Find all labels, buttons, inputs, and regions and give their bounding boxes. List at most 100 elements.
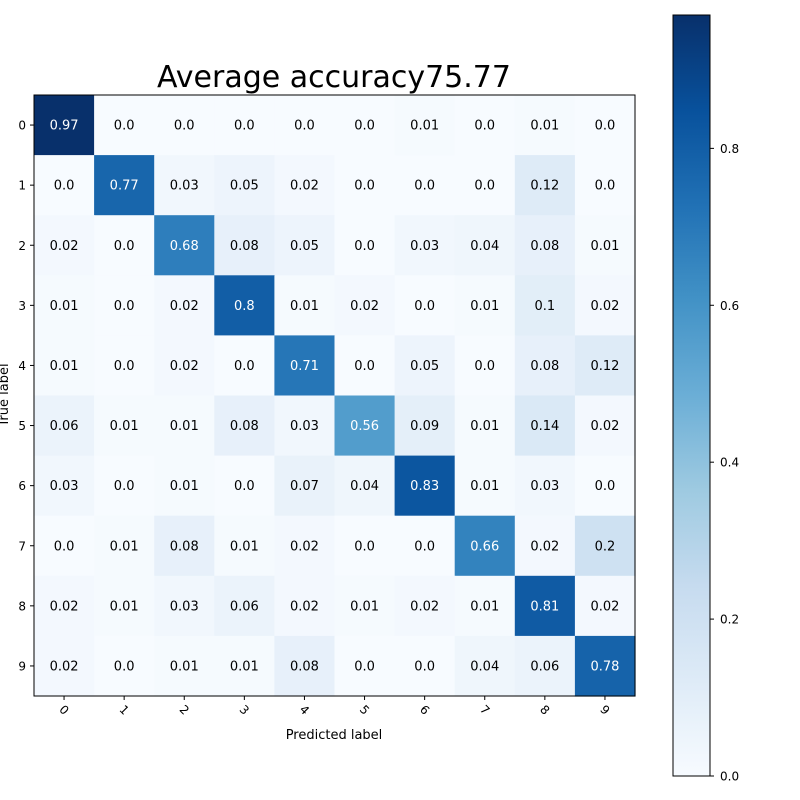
heatmap-cell [454,95,516,156]
heatmap-cell [34,155,95,216]
heatmap-cell [214,635,275,697]
y-tick-label: 4 [18,359,26,373]
heatmap-cell [454,575,516,637]
cell-value-label: 0.02 [590,299,619,314]
cell-value-label: 0.01 [110,599,139,614]
cell-value-label: 0.81 [530,599,559,614]
heatmap-cell [274,215,336,276]
heatmap-cell [514,635,576,697]
heatmap-cell [394,335,456,397]
cell-value-label: 0.03 [290,419,319,434]
heatmap-cell [274,455,336,517]
x-tick-label: 5 [357,702,372,717]
cell-value-label: 0.0 [354,179,375,194]
cell-value-label: 0.08 [530,239,559,254]
heatmap-cell [214,335,275,397]
heatmap-cell [214,395,275,457]
heatmap-cell [154,395,215,457]
heatmap-cell [574,275,636,336]
heatmap-cell [334,215,396,276]
heatmap-cell [574,215,636,276]
heatmap-cell [94,155,155,216]
y-tick-label: 3 [18,299,26,313]
heatmap-cell [94,635,155,697]
colorbar-tick-label: 0.4 [720,456,739,470]
heatmap-cell [574,575,636,637]
heatmap-cell [514,155,576,216]
plot-frame [33,94,636,697]
heatmap-cell [154,515,215,577]
heatmap-cell [394,575,456,637]
heatmap-cell [274,335,336,397]
heatmap-cell [394,635,456,697]
cell-value-label: 0.06 [530,659,559,674]
cell-value-label: 0.02 [170,359,199,374]
cell-value-label: 0.02 [50,659,79,674]
cell-value-label: 0.06 [230,599,259,614]
heatmap-cell [154,635,215,697]
cell-value-label: 0.66 [470,539,499,554]
heatmap-cell [574,515,636,577]
cell-value-label: 0.08 [230,419,259,434]
heatmap-cell [454,275,516,336]
heatmap-cell [94,335,155,397]
heatmap-cell [274,635,336,697]
heatmap-cell [334,635,396,697]
heatmap-cell [274,395,336,457]
heatmap-cell [94,455,155,517]
heatmap-cell [514,455,576,517]
colorbar [672,14,711,777]
cell-value-label: 0.0 [414,659,435,674]
heatmap-cell [574,95,636,156]
heatmap-cell [394,155,456,216]
heatmap-cell [274,155,336,216]
heatmap-cell [154,155,215,216]
heatmap-cell [334,395,396,457]
cell-value-label: 0.02 [410,599,439,614]
heatmap-cell [454,215,516,276]
heatmap-cell [214,155,275,216]
cell-value-label: 0.01 [50,359,79,374]
cell-value-label: 0.01 [530,119,559,134]
cell-value-label: 0.03 [170,599,199,614]
heatmap-cell [94,275,155,336]
cell-value-label: 0.71 [290,359,319,374]
chart-title: Average accuracy75.77 [157,60,511,95]
cell-value-label: 0.01 [470,599,499,614]
cell-value-label: 0.02 [170,299,199,314]
cell-value-label: 0.0 [114,659,135,674]
heatmap-cell [574,335,636,397]
cell-value-label: 0.02 [530,539,559,554]
cell-value-label: 0.01 [590,239,619,254]
heatmap-cell [334,95,396,156]
heatmap-cell-labels: 0.97 0.0 0.0 0.0 0.0 0.0 0.01 0.0 0.01 0.0 0.0 0.77… [50,119,620,675]
heatmap-cell [394,395,456,457]
cell-value-label: 0.05 [290,239,319,254]
heatmap-cell [34,575,95,637]
heatmap-cell [34,335,95,397]
heatmap-cell [214,215,275,276]
cell-value-label: 0.01 [290,299,319,314]
heatmap-cell [214,515,275,577]
cell-value-label: 0.0 [54,539,75,554]
heatmap-cell [214,275,275,336]
heatmap-cell [334,155,396,216]
heatmap-cell [274,575,336,637]
cell-value-label: 0.0 [354,659,375,674]
cell-value-label: 0.02 [290,539,319,554]
cell-value-label: 0.02 [50,599,79,614]
heatmap-cell [274,95,336,156]
cell-value-label: 0.01 [110,419,139,434]
cell-value-label: 0.02 [590,599,619,614]
heatmap-cell [154,275,215,336]
cell-value-label: 0.01 [50,299,79,314]
heatmap-cell [214,455,275,517]
x-tick-label: 8 [537,702,552,717]
heatmap-cell [34,635,95,697]
cell-value-label: 0.05 [410,359,439,374]
cell-value-label: 0.01 [170,659,199,674]
heatmap-cell [514,395,576,457]
cell-value-label: 0.01 [170,419,199,434]
colorbar-tick-label: 0.2 [720,613,739,627]
cell-value-label: 0.0 [354,119,375,134]
